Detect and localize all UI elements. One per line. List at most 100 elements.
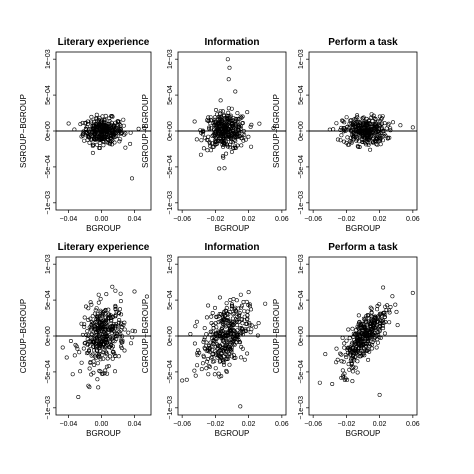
data-point: [363, 316, 368, 321]
data-point: [93, 131, 98, 136]
data-point: [349, 121, 354, 126]
data-point: [236, 319, 241, 324]
data-point: [184, 377, 189, 382]
data-point: [232, 307, 237, 312]
data-point: [192, 119, 197, 124]
data-point: [381, 321, 386, 326]
data-point: [86, 132, 91, 137]
data-point: [94, 355, 99, 360]
data-point: [231, 312, 236, 317]
data-point: [86, 134, 91, 139]
data-point: [378, 133, 383, 138]
data-point: [122, 348, 127, 353]
x-tick-label: 0.00: [95, 216, 109, 223]
data-point: [335, 357, 340, 362]
data-point: [85, 119, 90, 124]
data-point: [244, 299, 249, 304]
x-tick-label: −0.06: [173, 421, 191, 428]
data-point: [223, 330, 228, 335]
data-point: [206, 372, 211, 377]
data-point: [106, 364, 111, 369]
data-point: [193, 373, 198, 378]
data-point: [118, 299, 123, 304]
y-axis-label: SGROUP−BGROUP: [19, 94, 28, 168]
data-point: [229, 139, 234, 144]
data-point: [245, 110, 250, 115]
data-point: [219, 138, 224, 143]
data-point: [367, 343, 372, 348]
data-point: [226, 106, 231, 111]
y-tick-label: 1e−03: [167, 49, 174, 69]
data-point: [364, 142, 369, 147]
data-point: [341, 359, 346, 364]
data-point: [358, 134, 363, 139]
data-point: [235, 111, 240, 116]
data-point: [68, 338, 73, 343]
data-point: [240, 317, 245, 322]
data-point: [112, 134, 117, 139]
data-point: [192, 368, 197, 373]
data-point: [340, 335, 345, 340]
data-point: [233, 117, 238, 122]
data-point: [359, 343, 364, 348]
data-point: [204, 332, 209, 337]
data-point: [243, 327, 248, 332]
data-point: [90, 321, 95, 326]
data-point: [96, 353, 101, 358]
data-point: [220, 342, 225, 347]
data-point: [224, 301, 229, 306]
data-point: [239, 355, 244, 360]
data-point: [342, 371, 347, 376]
data-point: [206, 119, 211, 124]
data-point: [238, 292, 243, 297]
x-tick-label: 0.02: [373, 421, 387, 428]
data-point: [369, 316, 374, 321]
data-point: [239, 136, 244, 141]
data-point: [357, 319, 362, 324]
data-point: [222, 362, 227, 367]
data-point: [238, 114, 243, 119]
data-point: [121, 117, 126, 122]
data-point: [369, 314, 374, 319]
data-point: [246, 302, 251, 307]
data-point: [371, 113, 376, 118]
data-point: [240, 346, 245, 351]
data-point: [200, 132, 205, 137]
x-axis-label: BGROUP: [346, 429, 381, 438]
scatter-panel-1: Literary experience −0.04 0.00 0.04 −1e−03 −5…: [19, 37, 152, 233]
x-tick-label: −0.04: [60, 216, 78, 223]
data-point: [239, 326, 244, 331]
data-point: [369, 306, 374, 311]
data-point: [205, 356, 210, 361]
y-tick-label: 1e−03: [45, 49, 52, 69]
data-point: [210, 359, 215, 364]
data-point: [213, 366, 218, 371]
data-point: [122, 320, 127, 325]
data-point: [211, 322, 216, 327]
data-point: [213, 115, 218, 120]
data-point: [216, 343, 221, 348]
data-point: [245, 309, 250, 314]
data-point: [103, 311, 108, 316]
data-point: [226, 332, 231, 337]
data-point: [360, 337, 365, 342]
data-point: [373, 326, 378, 331]
data-point: [356, 144, 361, 149]
data-point: [112, 351, 117, 356]
data-point: [204, 366, 209, 371]
data-point: [110, 132, 115, 137]
data-point: [83, 121, 88, 126]
data-point: [113, 326, 118, 331]
data-point: [204, 315, 209, 320]
x-tick-label: 0.00: [95, 421, 109, 428]
data-point: [216, 350, 221, 355]
data-point: [387, 310, 392, 315]
data-point: [355, 370, 360, 375]
data-point: [379, 318, 384, 323]
data-point: [101, 350, 106, 355]
data-point: [354, 341, 359, 346]
data-point: [201, 146, 206, 151]
y-tick-label: 0e+00: [167, 121, 174, 141]
data-point: [366, 341, 371, 346]
data-point: [103, 121, 108, 126]
